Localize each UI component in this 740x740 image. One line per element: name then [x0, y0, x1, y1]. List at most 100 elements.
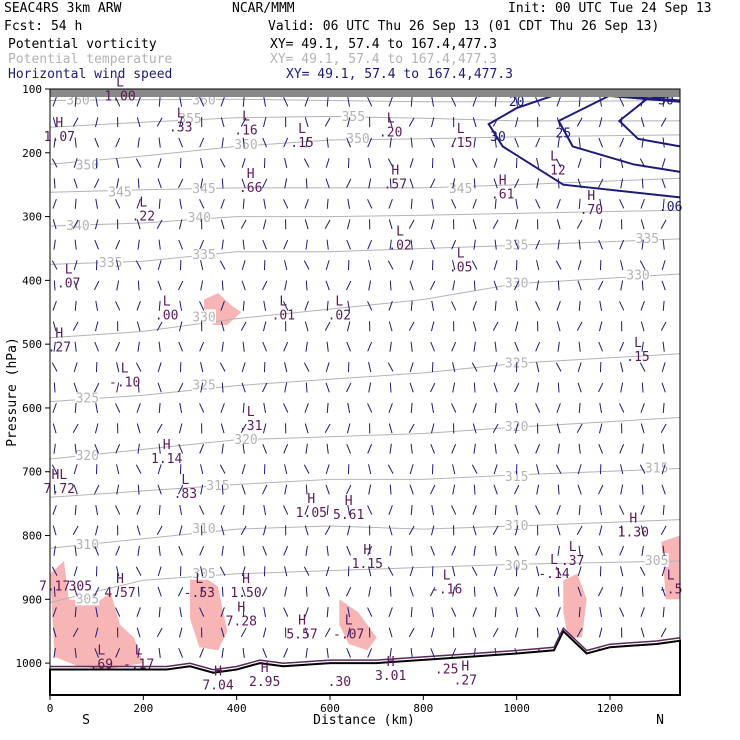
wind-barb — [305, 137, 308, 148]
pv-extremum-value: .30 — [328, 675, 351, 690]
wind-barb — [325, 158, 330, 168]
field-name-pv: Potential vorticity — [8, 37, 157, 52]
wind-barb — [494, 402, 497, 413]
wind-barb — [388, 607, 393, 617]
wind-barb — [409, 280, 414, 291]
wind-barb — [240, 423, 247, 433]
wind-barb — [494, 300, 497, 311]
wind-barb — [389, 545, 392, 556]
wind-barb — [641, 545, 644, 556]
theta-label-360: 360 — [66, 93, 89, 108]
wind-barb — [535, 546, 541, 556]
wind-barb — [179, 198, 183, 209]
pv-extremum-marker: H — [214, 664, 222, 679]
wind-barb — [514, 341, 520, 352]
wind-barb — [304, 505, 309, 515]
wind-barb — [641, 341, 644, 352]
wind-barb — [346, 178, 352, 189]
pv-extremum-marker: H — [345, 494, 353, 509]
wind-barb — [137, 484, 140, 495]
wind-barb — [451, 443, 457, 454]
wind-barb — [641, 280, 644, 291]
theta-label-305: 305 — [76, 592, 99, 607]
wind-barb — [158, 137, 161, 148]
wind-barb — [136, 525, 141, 536]
wind-barb — [158, 545, 161, 556]
wind-barb — [200, 566, 204, 577]
wind-barb — [494, 239, 497, 250]
wind-barb — [242, 300, 245, 311]
theta-label-bg — [192, 309, 216, 324]
wind-barb — [556, 198, 561, 209]
wind-barb — [326, 300, 329, 311]
wind-barb — [410, 607, 413, 618]
wind-barb — [367, 607, 373, 617]
wind-barb — [514, 443, 520, 454]
theta-label-345: 345 — [449, 182, 472, 197]
pv-extremum-marker: L — [667, 569, 675, 584]
wind-barb — [94, 341, 100, 352]
wind-barb — [515, 198, 519, 209]
wind-barb — [52, 607, 57, 617]
pv-extremum-value: 3.01 — [375, 669, 406, 684]
wind-barb — [137, 137, 140, 148]
wind-barb — [515, 402, 519, 413]
wind-barb — [555, 464, 562, 474]
wind-barb — [242, 504, 245, 516]
wind-barb — [619, 239, 625, 250]
wind-barb — [326, 545, 329, 556]
wind-barb — [578, 198, 581, 209]
wind-barb — [640, 607, 645, 617]
wind-barb — [220, 321, 225, 332]
wind-barb — [262, 423, 267, 434]
wind-barb — [536, 362, 540, 373]
wind-barb — [284, 464, 288, 475]
theta-contour-315 — [49, 468, 681, 498]
wind-barb — [136, 301, 141, 311]
wind-barb — [451, 505, 457, 515]
wind-barb — [346, 525, 351, 536]
wind-barb — [471, 362, 478, 372]
wind-barb — [242, 96, 245, 107]
theta-label-315: 315 — [206, 479, 229, 494]
theta-label-bg — [98, 255, 123, 270]
wind-barb — [578, 504, 581, 516]
pv-extremum-value: -.10 — [109, 375, 140, 390]
wind-barb — [178, 239, 184, 250]
wind-barb — [115, 403, 121, 413]
wind-barb — [199, 607, 205, 617]
pv-extremum-value: 2.95 — [249, 675, 280, 690]
pv-extremum-value: -.07 — [333, 627, 364, 642]
theta-label-305: 305 — [645, 554, 668, 569]
wind-barb — [346, 546, 352, 556]
wind-barb — [599, 504, 603, 516]
wind-barb — [431, 198, 435, 209]
wind-barb — [157, 566, 162, 577]
terrain-layer — [49, 89, 681, 696]
wind-barb — [409, 362, 414, 373]
wind-barb — [536, 566, 540, 577]
wind-barb — [408, 117, 415, 127]
wind-barb — [52, 117, 57, 128]
wind-barb — [346, 484, 352, 495]
wind-barb — [473, 545, 476, 556]
wind-barb — [73, 280, 78, 291]
wind-barb — [52, 219, 57, 230]
wind-barb — [492, 423, 499, 433]
wind-barb — [472, 301, 477, 311]
wind-barb — [535, 239, 541, 250]
wind-barb — [556, 607, 561, 617]
wind-barb — [221, 137, 224, 148]
wind-barb — [305, 239, 308, 250]
wind-barb — [346, 648, 352, 658]
theta-label-325: 325 — [76, 391, 99, 406]
wind-barb — [662, 198, 665, 209]
wind-barb — [620, 464, 624, 475]
wind-barb — [598, 443, 604, 454]
wind-barb — [262, 239, 268, 250]
pv-extremum-marker: H — [391, 164, 399, 179]
wind-barb — [241, 382, 246, 393]
wind-barb — [619, 341, 625, 352]
wind-barb — [326, 341, 329, 352]
pv-extremum-marker: L — [443, 569, 451, 584]
